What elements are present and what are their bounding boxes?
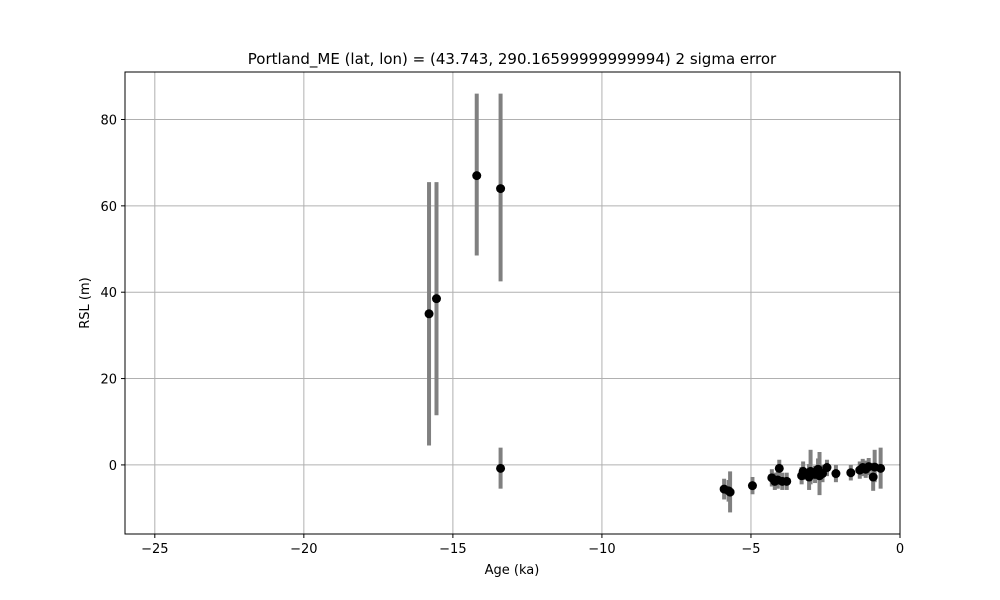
x-tick-label: −15: [439, 542, 466, 557]
data-point: [747, 481, 757, 491]
x-tick-label: −25: [141, 542, 168, 557]
x-tick-label: 0: [896, 542, 904, 557]
data-points: [424, 171, 886, 497]
y-tick-label: 80: [100, 113, 117, 128]
data-point: [472, 171, 482, 181]
data-point: [822, 463, 832, 473]
x-tick-label: −20: [290, 542, 317, 557]
y-tick-label: 60: [100, 200, 117, 215]
y-tick-label: 20: [100, 373, 117, 388]
plot-frame: [124, 71, 901, 535]
data-point: [774, 463, 784, 473]
data-point: [782, 476, 792, 486]
x-axis-ticks: −25 −20 −15 −10 −5 0: [141, 534, 904, 557]
data-point: [876, 463, 886, 473]
x-tick-label: −10: [588, 542, 615, 557]
y-tick-label: 40: [100, 286, 117, 301]
data-point: [424, 309, 434, 319]
y-axis-ticks: 0 20 40 60 80: [100, 113, 125, 474]
data-point: [868, 472, 878, 482]
y-axis-label: RSL (m): [78, 277, 93, 328]
data-point: [798, 466, 808, 476]
data-point: [431, 294, 441, 304]
x-tick-label: −5: [741, 542, 760, 557]
x-axis-label: Age (ka): [485, 563, 540, 578]
data-point: [496, 184, 506, 194]
data-point: [725, 487, 735, 497]
y-tick-label: 0: [109, 459, 117, 474]
data-point: [846, 468, 856, 478]
data-point: [831, 469, 841, 479]
chart-title: Portland_ME (lat, lon) = (43.743, 290.16…: [248, 50, 777, 69]
data-point: [496, 463, 506, 473]
